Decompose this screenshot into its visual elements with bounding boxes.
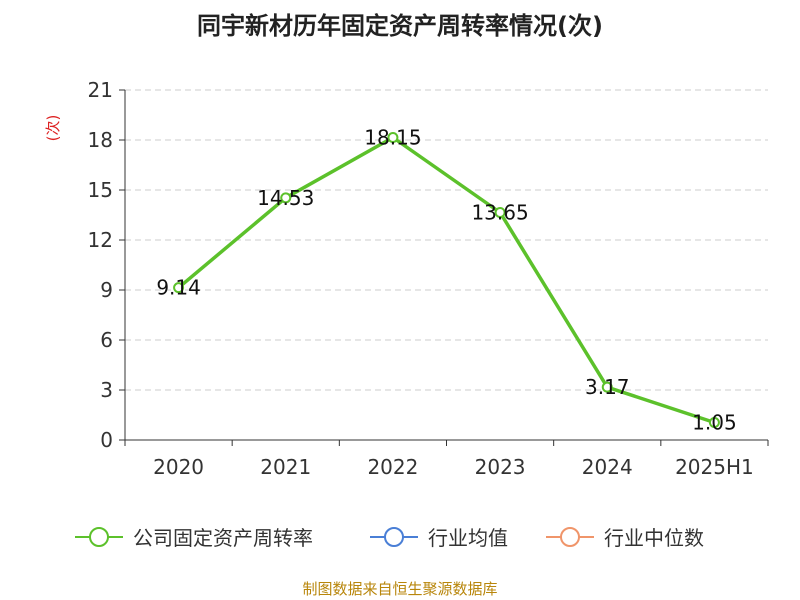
- data-label: 13.65: [471, 201, 528, 225]
- y-tick-label: 0: [100, 428, 113, 452]
- y-tick-label: 12: [88, 228, 113, 252]
- series-line-company: [177, 135, 715, 425]
- data-label-layer: 9.14 14.53 18.15 13.65 3.17 1.05: [156, 126, 736, 435]
- data-point: [173, 282, 185, 294]
- y-tick-label: 3: [100, 378, 113, 402]
- legend: 公司固定资产周转率 行业均值 行业中位数: [75, 526, 704, 550]
- legend-circle-marker: [384, 527, 404, 547]
- data-point: [708, 417, 720, 428]
- y-tick-label: 18: [88, 128, 113, 152]
- x-tick-label: 2021: [260, 455, 311, 479]
- data-label: 3.17: [585, 375, 630, 399]
- y-tick-label: 15: [88, 178, 113, 202]
- legend-label: 行业中位数: [604, 526, 704, 550]
- chart-title: 同宇新材历年固定资产周转率情况(次): [197, 12, 603, 40]
- data-label: 14.53: [257, 186, 314, 210]
- legend-circle-marker: [560, 527, 580, 547]
- grid-layer: [125, 89, 768, 391]
- data-point: [280, 192, 292, 204]
- y-axis-unit-label: (次): [44, 115, 62, 142]
- data-source-note: 制图数据来自恒生聚源数据库: [302, 580, 498, 598]
- x-tick-label: 2023: [475, 455, 526, 479]
- data-label: 9.14: [156, 276, 201, 300]
- y-tick-label: 6: [100, 328, 113, 352]
- data-point: [387, 132, 399, 143]
- x-tick-label: 2024: [582, 455, 633, 479]
- legend-circle-marker: [89, 527, 109, 547]
- y-tick-label: 9: [100, 278, 113, 302]
- data-point: [601, 381, 613, 393]
- line-layer: [173, 132, 720, 428]
- axis-layer: 0 3 6 9 12 15 18 21 (次) 2020 2021 2022 2023 2024 2025H…: [44, 78, 769, 479]
- data-label: 1.05: [692, 411, 737, 435]
- x-tick-label: 2025H1: [675, 455, 754, 479]
- x-tick-label: 2020: [153, 455, 204, 479]
- data-point: [494, 207, 506, 218]
- legend-item[interactable]: 行业中位数: [546, 526, 704, 550]
- legend-label: 公司固定资产周转率: [133, 526, 313, 550]
- legend-item[interactable]: 行业均值: [370, 526, 508, 550]
- y-tick-label: 21: [88, 78, 113, 102]
- legend-item[interactable]: 公司固定资产周转率: [75, 526, 313, 550]
- x-tick-label: 2022: [367, 455, 418, 479]
- data-label: 18.15: [364, 126, 421, 150]
- legend-label: 行业均值: [428, 526, 508, 550]
